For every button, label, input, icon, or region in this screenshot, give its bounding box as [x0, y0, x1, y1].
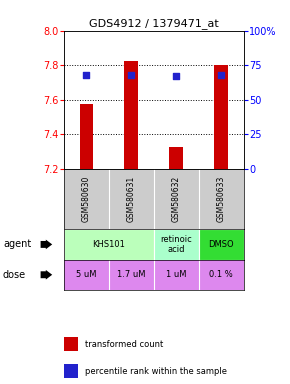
Bar — [214, 65, 228, 169]
Bar — [169, 147, 183, 169]
Text: GSM580633: GSM580633 — [217, 176, 226, 222]
Bar — [199, 229, 244, 260]
Text: 1.7 uM: 1.7 uM — [117, 270, 146, 279]
Bar — [79, 104, 93, 169]
Point — [174, 73, 179, 79]
Title: GDS4912 / 1379471_at: GDS4912 / 1379471_at — [89, 18, 219, 30]
Text: GSM580631: GSM580631 — [127, 176, 136, 222]
Text: dose: dose — [3, 270, 26, 280]
Text: agent: agent — [3, 239, 31, 250]
Point — [219, 72, 224, 78]
Bar — [124, 61, 138, 169]
Text: GSM580632: GSM580632 — [172, 176, 181, 222]
Bar — [64, 229, 154, 260]
Text: DMSO: DMSO — [208, 240, 234, 249]
Text: GSM580630: GSM580630 — [82, 176, 91, 222]
Point — [84, 72, 89, 78]
Text: KHS101: KHS101 — [92, 240, 125, 249]
Bar — [64, 337, 78, 351]
Text: percentile rank within the sample: percentile rank within the sample — [85, 367, 227, 376]
Text: 1 uM: 1 uM — [166, 270, 186, 279]
Text: 5 uM: 5 uM — [76, 270, 97, 279]
Point — [129, 72, 134, 78]
Bar — [64, 364, 78, 378]
Text: transformed count: transformed count — [85, 339, 164, 349]
Text: 0.1 %: 0.1 % — [209, 270, 233, 279]
Text: retinoic
acid: retinoic acid — [160, 235, 192, 254]
Bar — [154, 229, 199, 260]
